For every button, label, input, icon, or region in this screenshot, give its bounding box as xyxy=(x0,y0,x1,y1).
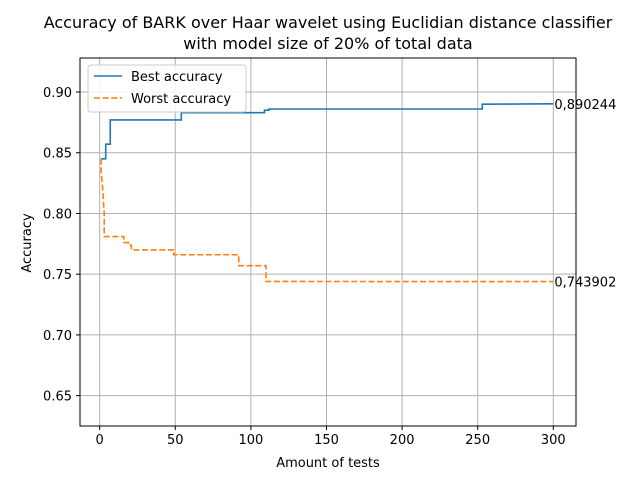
series-end-labels: 0,890244 0,743902 xyxy=(554,98,616,291)
y-axis-label: Accuracy xyxy=(20,213,35,273)
series-line-1 xyxy=(100,158,554,283)
x-axis-label: Amount of tests xyxy=(276,456,380,471)
y-tick-label: 0.75 xyxy=(43,268,72,283)
chart-title: Accuracy of BARK over Haar wavelet using… xyxy=(44,13,613,53)
x-tick-label: 0 xyxy=(96,433,104,448)
plot-series xyxy=(100,103,554,283)
y-tick-label: 0.85 xyxy=(43,147,72,162)
x-tick-label: 100 xyxy=(238,433,263,448)
chart-title-line-2: with model size of 20% of total data xyxy=(183,34,472,53)
legend-box xyxy=(87,64,247,113)
y-tick-label: 0.65 xyxy=(43,390,72,405)
x-tick-label: 200 xyxy=(390,433,415,448)
legend-entry-label: Best accuracy xyxy=(131,70,223,85)
series-end-label: 0,743902 xyxy=(554,276,616,291)
legend-entry-label: Worst accuracy xyxy=(131,92,231,107)
x-tick-label: 50 xyxy=(167,433,184,448)
y-tick-label: 0.70 xyxy=(43,329,72,344)
x-tick-label: 300 xyxy=(541,433,566,448)
grid-lines xyxy=(80,58,576,426)
x-tick-label: 150 xyxy=(314,433,339,448)
series-end-label: 0,890244 xyxy=(554,98,616,113)
y-tick-label: 0.90 xyxy=(43,86,72,101)
plot-frame xyxy=(79,57,577,427)
y-axis-ticks: 0.65 0.70 0.75 0.80 0.85 0.90 xyxy=(43,86,80,405)
legend: Best accuracy Worst accuracy xyxy=(87,64,247,113)
chart-title-line-1: Accuracy of BARK over Haar wavelet using… xyxy=(44,13,613,32)
series-line-0 xyxy=(101,103,554,160)
y-tick-label: 0.80 xyxy=(43,207,72,222)
x-tick-label: 250 xyxy=(465,433,490,448)
x-axis-ticks: 0 50 100 150 200 250 300 xyxy=(96,426,566,448)
